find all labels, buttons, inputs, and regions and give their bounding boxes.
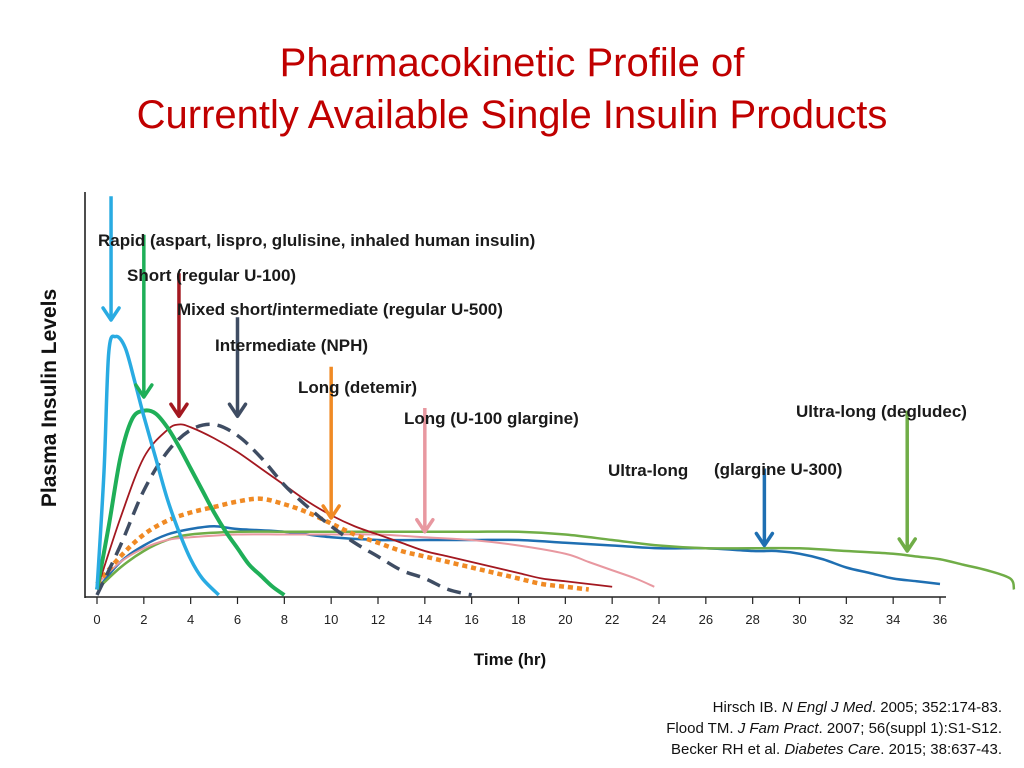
chart-title-line1: Pharmacokinetic Profile of bbox=[279, 41, 745, 85]
chart-title-line2: Currently Available Single Insulin Produ… bbox=[136, 93, 888, 137]
series-line-intermediate-nph bbox=[95, 422, 473, 597]
tick-group: 0 2 4 6 8 10 12 14 16 18 20 22 24 26 28 30 32 34 36 bbox=[93, 597, 947, 627]
label-glargine: Long (U-100 glargine) bbox=[404, 409, 579, 428]
series-line-rapid bbox=[95, 334, 221, 597]
label-rapid: Rapid (aspart, lispro, glulisine, inhale… bbox=[98, 231, 535, 250]
label-degludec: Ultra-long (degludec) bbox=[796, 402, 967, 421]
series-line-mixed-short-intermediate bbox=[96, 423, 613, 590]
annotation-arrow-head bbox=[415, 518, 435, 534]
x-tick-label: 30 bbox=[792, 612, 806, 627]
x-tick-label: 12 bbox=[371, 612, 385, 627]
label-mixed: Mixed short/intermediate (regular U-500) bbox=[177, 300, 503, 319]
annotation-arrow-head bbox=[227, 402, 248, 418]
annotation-arrow-head bbox=[321, 504, 341, 520]
x-tick-label: 28 bbox=[745, 612, 759, 627]
series-line-ultra-long-glargine-u-300 bbox=[96, 525, 941, 591]
references: Hirsch IB. N Engl J Med. 2005; 352:174-8… bbox=[666, 697, 1002, 760]
reference-3: Becker RH et al. Diabetes Care. 2015; 38… bbox=[670, 741, 1002, 758]
x-tick-label: 2 bbox=[140, 612, 147, 627]
label-short: Short (regular U-100) bbox=[127, 266, 296, 285]
label-u300-a: Ultra-long bbox=[608, 461, 688, 480]
x-tick-label: 14 bbox=[418, 612, 432, 627]
x-tick-label: 6 bbox=[234, 612, 241, 627]
series-group bbox=[95, 334, 1016, 597]
x-tick-label: 0 bbox=[93, 612, 100, 627]
x-tick-label: 10 bbox=[324, 612, 338, 627]
annotation-arrow-head bbox=[754, 531, 775, 548]
x-tick-label: 22 bbox=[605, 612, 619, 627]
x-tick-label: 32 bbox=[839, 612, 853, 627]
series-line-ultra-long-degludec bbox=[96, 530, 1016, 591]
annotation-arrow-head bbox=[169, 402, 189, 418]
x-tick-label: 34 bbox=[886, 612, 900, 627]
label-u300-b: (glargine U-300) bbox=[714, 460, 842, 479]
x-tick-label: 36 bbox=[933, 612, 947, 627]
x-tick-label: 24 bbox=[652, 612, 666, 627]
x-tick-label: 16 bbox=[464, 612, 478, 627]
annotation-arrow-head bbox=[101, 306, 121, 322]
axes bbox=[84, 192, 946, 598]
x-tick-label: 4 bbox=[187, 612, 194, 627]
series-line-long-detemir bbox=[95, 496, 590, 592]
reference-1: Hirsch IB. N Engl J Med. 2005; 352:174-8… bbox=[712, 699, 1002, 716]
x-tick-label: 18 bbox=[511, 612, 525, 627]
label-nph: Intermediate (NPH) bbox=[215, 336, 368, 355]
annotation-arrow-head bbox=[897, 537, 917, 553]
label-detemir: Long (detemir) bbox=[298, 378, 417, 397]
arrow-group bbox=[101, 196, 917, 553]
y-axis-title: Plasma Insulin Levels bbox=[38, 289, 61, 507]
x-tick-label: 8 bbox=[281, 612, 288, 627]
x-tick-label: 20 bbox=[558, 612, 572, 627]
annotation-arrow-head bbox=[134, 383, 154, 399]
series-line-short bbox=[95, 408, 286, 597]
x-tick-label: 26 bbox=[699, 612, 713, 627]
reference-2: Flood TM. J Fam Pract. 2007; 56(suppl 1)… bbox=[666, 720, 1002, 737]
x-axis-title: Time (hr) bbox=[474, 650, 546, 669]
